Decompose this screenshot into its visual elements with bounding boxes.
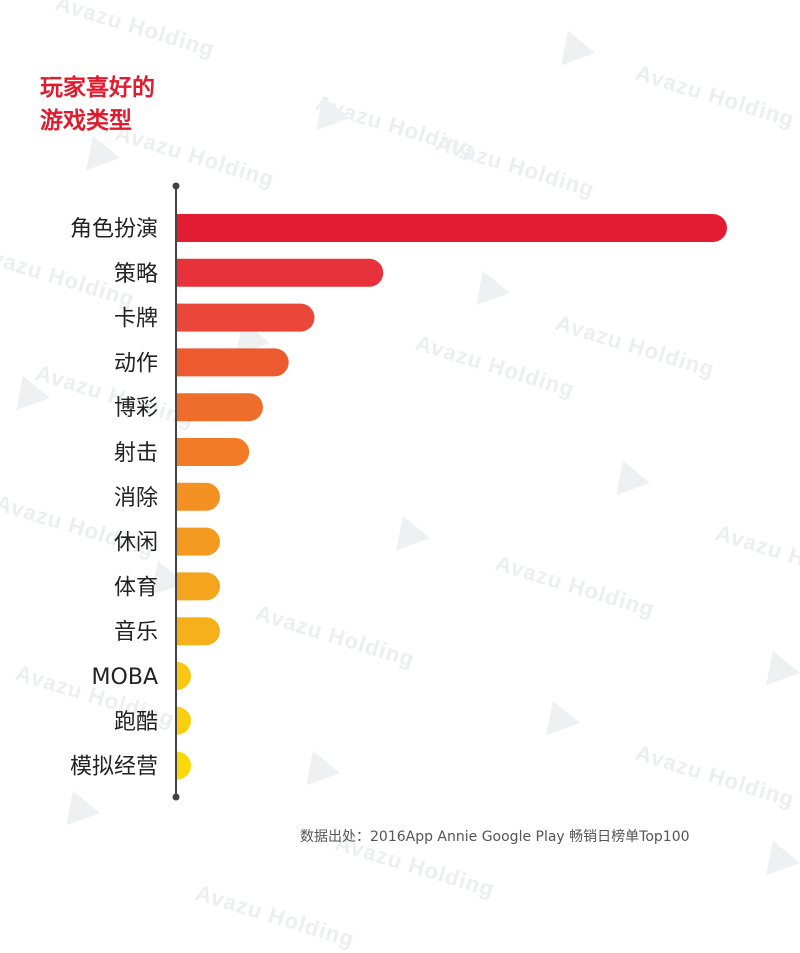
category-label: 体育 <box>114 575 158 600</box>
source-note: 数据出处：2016App Annie Google Play 畅销日榜单Top1… <box>300 829 690 845</box>
chart-title-line-1: 玩家喜好的 <box>40 75 155 101</box>
y-axis-bottom-dot <box>172 793 180 801</box>
bar <box>177 348 289 377</box>
bar <box>177 303 315 332</box>
y-axis-top-dot <box>172 182 180 190</box>
category-label: MOBA <box>92 665 158 690</box>
category-label: 角色扮演 <box>70 217 158 242</box>
bar <box>177 617 220 646</box>
category-label: 射击 <box>114 441 158 466</box>
chart-title: 玩家喜好的 游戏类型 <box>40 72 240 138</box>
bar <box>177 527 220 556</box>
category-label: 博彩 <box>114 396 158 421</box>
bar <box>177 393 263 422</box>
category-label: 动作 <box>114 351 158 376</box>
category-label: 卡牌 <box>114 307 158 332</box>
category-label: 音乐 <box>114 620 158 645</box>
bar <box>177 258 384 287</box>
bar <box>177 706 191 735</box>
bars-group <box>177 214 727 780</box>
bar <box>177 751 191 780</box>
bar <box>177 572 220 601</box>
category-label: 休闲 <box>114 531 158 556</box>
bar <box>177 214 727 242</box>
chart-title-line-2: 游戏类型 <box>40 108 132 134</box>
category-label: 模拟经营 <box>70 755 158 780</box>
category-label: 策略 <box>114 262 158 287</box>
category-label: 跑酷 <box>114 710 158 735</box>
category-label: 消除 <box>114 486 158 511</box>
bar <box>177 482 220 511</box>
bar <box>177 438 250 466</box>
bar <box>177 662 191 690</box>
